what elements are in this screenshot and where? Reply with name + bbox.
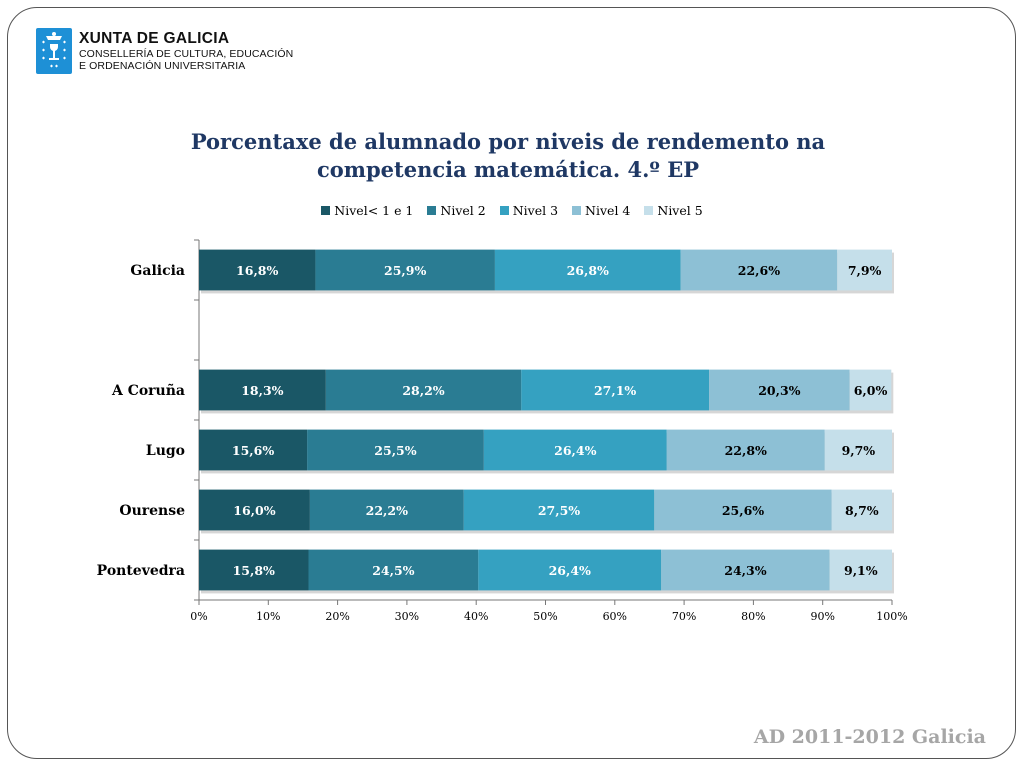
x-tick-label: 30% [395, 610, 419, 623]
legend-swatch [499, 206, 509, 215]
x-tick-label: 70% [672, 610, 696, 623]
bar-segment [521, 369, 710, 411]
data-label: 27,1% [594, 383, 636, 398]
bar-segment [199, 369, 326, 411]
data-label: 6,0% [854, 383, 888, 398]
bar-segment [308, 549, 479, 591]
data-label: 15,8% [233, 563, 275, 578]
legend-swatch [321, 206, 331, 215]
legend-label: Nivel 5 [657, 203, 703, 218]
legend-swatch [644, 206, 654, 215]
data-label: 24,3% [724, 563, 766, 578]
legend-label: Nivel 3 [512, 203, 559, 218]
bar-segment [199, 489, 310, 531]
bar-segment [478, 549, 662, 591]
x-tick-label: 90% [810, 610, 834, 623]
dept-line-1: CONSELLERÍA DE CULTURA, EDUCACIÓN [79, 48, 294, 60]
bar-segment [824, 429, 892, 471]
bar-segment [666, 429, 825, 471]
chart-legend: Nivel< 1 e 1 Nivel 2 Nivel 3 Nivel 4 Nivel 5 [0, 203, 1024, 218]
data-label: 28,2% [402, 383, 444, 398]
data-label: 16,8% [236, 263, 278, 278]
data-label: 25,6% [722, 503, 764, 518]
org-name: XUNTA DE GALICIA [79, 30, 230, 47]
bar-segment [309, 489, 464, 531]
x-tick-label: 20% [325, 610, 349, 623]
dept-line-2: E ORDENACIÓN UNIVERSITARIA [79, 60, 246, 72]
category-label: Pontevedra [97, 563, 185, 579]
bar-segment [680, 249, 838, 291]
data-label: 25,9% [384, 263, 426, 278]
org-header: XUNTA DE GALICIA CONSELLERÍA DE CULTURA,… [79, 30, 293, 72]
category-label: A Coruña [111, 382, 185, 399]
bar-segment [829, 549, 892, 591]
data-label: 22,8% [725, 443, 767, 458]
category-label: Ourense [119, 503, 185, 519]
bar-segment [463, 489, 655, 531]
bar-segment [307, 429, 484, 471]
data-label: 22,6% [738, 263, 780, 278]
bar-segment [325, 369, 522, 411]
bar-segment [661, 549, 830, 591]
data-label: 22,2% [366, 503, 408, 518]
legend-swatch [427, 206, 437, 215]
data-label: 26,4% [549, 563, 591, 578]
x-tick-label: 0% [190, 610, 207, 623]
data-label: 8,7% [845, 503, 879, 518]
legend-label: Nivel 2 [440, 203, 486, 218]
legend-item-3: Nivel 3 [499, 203, 559, 218]
chart-title-line-1: Porcentaxe de alumnado por niveis de ren… [190, 129, 826, 154]
x-tick-label: 80% [741, 610, 765, 623]
legend-swatch [572, 206, 582, 215]
legend-item-1: Nivel< 1 e 1 [321, 203, 413, 218]
bar-segment [199, 429, 308, 471]
data-label: 25,5% [374, 443, 416, 458]
data-label: 26,4% [554, 443, 596, 458]
data-label: 9,1% [844, 563, 878, 578]
bar-segment [199, 249, 316, 291]
x-tick-label: 50% [533, 610, 557, 623]
bar-segment [483, 429, 667, 471]
bar-segment [494, 249, 681, 291]
data-label: 15,6% [232, 443, 274, 458]
data-label: 9,7% [842, 443, 876, 458]
x-tick-label: 100% [876, 610, 907, 623]
data-label: 27,5% [538, 503, 580, 518]
chart-title-line-2: competencia matemática. 4.º EP [316, 157, 699, 182]
bar-segment [199, 549, 309, 591]
x-tick-label: 40% [464, 610, 488, 623]
data-label: 16,0% [233, 503, 275, 518]
legend-label: Nivel< 1 e 1 [334, 203, 414, 218]
data-label: 18,3% [241, 383, 283, 398]
category-label: Lugo [146, 443, 185, 459]
galicia-coat-of-arms-icon [36, 28, 72, 78]
bar-segment [849, 369, 892, 411]
legend-item-4: Nivel 4 [572, 203, 630, 218]
data-label: 7,9% [848, 263, 882, 278]
bar-segment [654, 489, 832, 531]
x-tick-label: 10% [256, 610, 280, 623]
bar-segment [831, 489, 892, 531]
data-label: 20,3% [758, 383, 800, 398]
category-label: Galicia [130, 263, 185, 279]
data-label: 24,5% [372, 563, 414, 578]
data-label: 26,8% [567, 263, 609, 278]
legend-label: Nivel 4 [585, 203, 631, 218]
bar-segment [709, 369, 850, 411]
bar-segment [837, 249, 892, 291]
footer-text: AD 2011-2012 Galicia [753, 726, 986, 748]
x-tick-label: 60% [603, 610, 627, 623]
legend-item-5: Nivel 5 [644, 203, 703, 218]
bar-segment [315, 249, 495, 291]
legend-item-2: Nivel 2 [427, 203, 486, 218]
chart-title: Porcentaxe de alumnado por niveis de ren… [150, 128, 866, 184]
